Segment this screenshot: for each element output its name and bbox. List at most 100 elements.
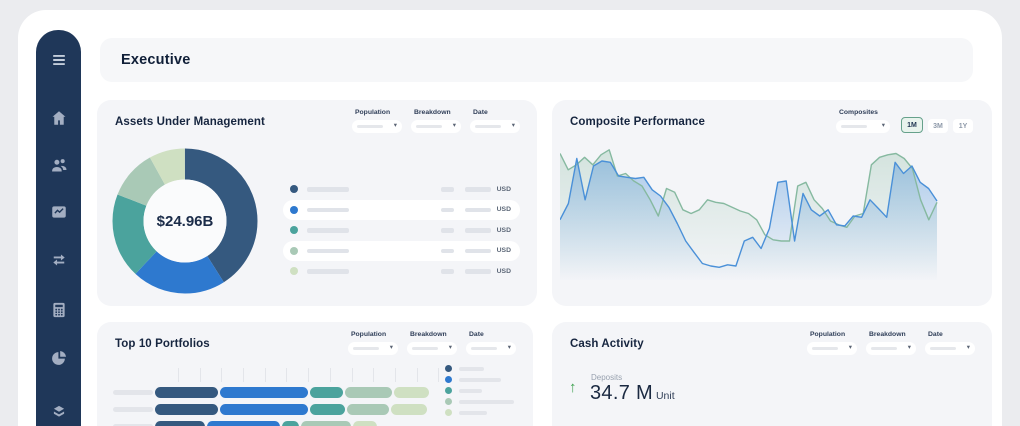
legend-dot — [445, 376, 452, 383]
legend-value-placeholder — [440, 187, 454, 192]
cash-filters: Population ▾ Breakdown ▾ Date ▾ — [807, 331, 975, 355]
bar-segment — [155, 421, 205, 426]
filter-label: Breakdown — [410, 331, 447, 338]
legend-label-placeholder — [459, 377, 501, 382]
menu-button[interactable] — [36, 48, 81, 72]
home-icon — [52, 111, 65, 125]
legend-label-placeholder — [307, 248, 349, 253]
gridline-ticks — [178, 368, 440, 382]
population-select[interactable]: ▾ — [807, 342, 857, 355]
legend-dot — [445, 398, 452, 405]
currency-label: USD — [496, 226, 511, 234]
pie-chart-icon — [51, 350, 66, 365]
placeholder-bar — [471, 346, 497, 351]
bar-segment — [220, 404, 308, 415]
sidebar-item-calculator[interactable] — [36, 298, 81, 322]
card-title-performance: Composite Performance — [570, 116, 706, 128]
legend-value-placeholder — [464, 269, 491, 274]
legend-value-placeholder — [464, 228, 491, 233]
chevron-down-icon: ▾ — [966, 344, 970, 352]
sidebar-item-home[interactable] — [36, 106, 81, 130]
range-button-1m[interactable]: 1M — [901, 117, 923, 133]
gridline-tick — [308, 368, 310, 382]
chevron-down-icon: ▾ — [511, 122, 515, 130]
sidebar-item-allocations[interactable] — [36, 346, 81, 370]
legend-label-placeholder — [459, 388, 482, 393]
currency-label: USD — [496, 206, 511, 214]
bar-segment — [207, 421, 280, 426]
card-title-cash: Cash Activity — [570, 338, 644, 350]
legend-value-placeholder — [440, 248, 454, 253]
portfolio-bars — [113, 387, 429, 426]
legend-row: USD — [283, 199, 520, 220]
card-top-10-portfolios: Top 10 Portfolios Population ▾ Breakdown ▾ D… — [97, 322, 533, 426]
composites-select[interactable]: ▾ — [836, 120, 890, 133]
sidebar-item-performance[interactable] — [36, 200, 81, 224]
legend-value-placeholder — [464, 187, 491, 192]
filter-label: Composites — [839, 109, 878, 116]
breakdown-select[interactable]: ▾ — [411, 120, 461, 133]
deposits-unit: Unit — [655, 390, 675, 402]
legend-label-placeholder — [307, 228, 349, 233]
bar-segment — [394, 387, 429, 398]
legend-dot — [290, 246, 298, 255]
placeholder-bar — [930, 346, 956, 351]
population-select[interactable]: ▾ — [352, 120, 402, 133]
placeholder-bar — [475, 124, 501, 129]
filter-label: Breakdown — [869, 331, 906, 338]
date-select[interactable]: ▾ — [466, 342, 516, 355]
placeholder-bar — [841, 124, 867, 129]
filter-breakdown: Breakdown ▾ — [866, 331, 916, 355]
legend-value-placeholder — [440, 207, 454, 212]
sidebar-item-transfers[interactable] — [36, 248, 81, 272]
gridline-tick — [221, 368, 223, 382]
date-select[interactable]: ▾ — [925, 342, 975, 355]
bar-segment — [347, 404, 389, 415]
legend-dot — [445, 387, 452, 394]
sidebar-item-holdings[interactable] — [36, 400, 81, 424]
legend-dot — [290, 267, 298, 276]
transfer-arrows-icon — [52, 254, 65, 266]
portfolio-row — [113, 421, 429, 426]
range-button-3m[interactable]: 3M — [928, 119, 948, 133]
bar-segment — [353, 421, 377, 426]
gridline-tick — [243, 368, 245, 382]
filter-date: Date ▾ — [470, 109, 520, 133]
gridline-tick — [416, 368, 418, 382]
legend-label-placeholder — [459, 366, 484, 371]
population-select[interactable]: ▾ — [348, 342, 398, 355]
range-button-1y[interactable]: 1Y — [953, 119, 973, 133]
filter-label: Population — [355, 109, 391, 116]
hamburger-icon — [52, 55, 65, 65]
legend-value-placeholder — [440, 269, 454, 274]
card-title-aum: Assets Under Management — [115, 116, 265, 128]
gridline-tick — [329, 368, 331, 382]
sidebar-item-users[interactable] — [36, 153, 81, 177]
date-select[interactable]: ▾ — [470, 120, 520, 133]
card-assets-under-management: Assets Under Management Population ▾ Break… — [97, 100, 537, 306]
card-composite-performance: Composite Performance Composites ▾ 1M 3M 1Y — [552, 100, 992, 306]
currency-label: USD — [496, 267, 511, 275]
portfolio-label-placeholder — [113, 390, 153, 395]
chevron-down-icon: ▾ — [907, 344, 911, 352]
legend-value-placeholder — [464, 207, 491, 212]
bar-segment — [310, 387, 343, 398]
aum-filters: Population ▾ Breakdown ▾ Date ▾ — [352, 109, 520, 133]
users-icon — [51, 159, 66, 172]
ports-filters: Population ▾ Breakdown ▾ Date ▾ — [348, 331, 516, 355]
perf-controls: Composites ▾ 1M 3M 1Y — [836, 109, 973, 133]
legend-dot — [290, 185, 298, 194]
breakdown-select[interactable]: ▾ — [407, 342, 457, 355]
bar-segment — [155, 387, 218, 398]
portfolio-row — [113, 404, 429, 415]
legend-label-placeholder — [307, 207, 349, 212]
placeholder-bar — [416, 124, 442, 129]
filter-breakdown: Breakdown ▾ — [411, 109, 461, 133]
breakdown-select[interactable]: ▾ — [866, 342, 916, 355]
sidebar — [36, 30, 81, 426]
placeholder-bar — [412, 346, 438, 351]
bar-segment — [282, 421, 299, 426]
legend-item — [445, 363, 514, 374]
aum-legend: USD USD USD USD USD — [283, 179, 520, 282]
